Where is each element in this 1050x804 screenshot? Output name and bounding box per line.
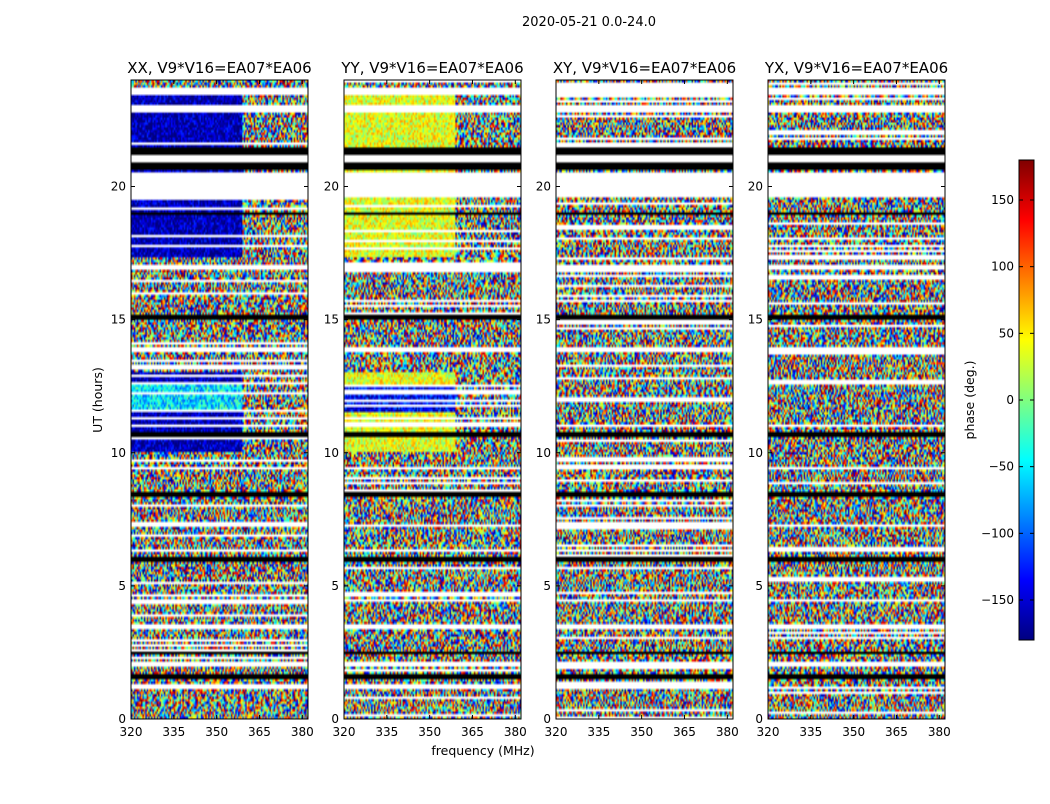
y-tick-label: 20 — [536, 180, 551, 194]
y-tick-label: 5 — [755, 579, 763, 593]
y-tick-label: 10 — [536, 446, 551, 460]
x-tick-label: 365 — [673, 725, 696, 739]
y-tick-label: 5 — [331, 579, 339, 593]
x-tick-label: 320 — [333, 725, 356, 739]
colorbar-tick-label: −50 — [989, 460, 1014, 474]
y-tick-label: 15 — [324, 313, 339, 327]
colorbar-tick-label: 100 — [991, 260, 1014, 274]
panel-yy: YY, V9*V16=EA07*EA06 320 335 350 365 380 0 5 10 1… — [324, 59, 527, 739]
y-tick-label: 5 — [118, 579, 126, 593]
y-tick-label: 0 — [755, 712, 763, 726]
panel-title-yy: YY, V9*V16=EA07*EA06 — [340, 59, 523, 77]
heatmap-xx — [131, 80, 308, 719]
x-tick-label: 380 — [504, 725, 527, 739]
x-tick-label: 365 — [461, 725, 484, 739]
y-tick-label: 15 — [748, 313, 763, 327]
y-tick-label: 0 — [331, 712, 339, 726]
y-tick-label: 15 — [536, 313, 551, 327]
y-axis-label: UT (hours) — [90, 367, 105, 433]
x-tick-label: 335 — [799, 725, 822, 739]
panels-group: XX, V9*V16=EA07*EA06 320 335 350 365 380 0 5 10 1… — [111, 59, 951, 739]
x-axis-label: frequency (MHz) — [431, 743, 534, 758]
panel-frame — [767, 79, 946, 720]
y-tick-label: 20 — [748, 180, 763, 194]
panel-title-xx: XX, V9*V16=EA07*EA06 — [127, 59, 311, 77]
x-tick-label: 350 — [842, 725, 865, 739]
y-tick-label: 5 — [543, 579, 551, 593]
panel-title-yx: YX, V9*V16=EA07*EA06 — [764, 59, 948, 77]
panel-title-xy: XY, V9*V16=EA07*EA06 — [553, 59, 736, 77]
colorbar-tick-label: −150 — [981, 593, 1014, 607]
heatmap-xy — [556, 80, 733, 719]
y-tick-label: 10 — [324, 446, 339, 460]
colorbar-tick-label: 150 — [991, 193, 1014, 207]
y-tick-label: 15 — [111, 313, 126, 327]
x-tick-label: 320 — [120, 725, 143, 739]
x-tick-label: 320 — [545, 725, 568, 739]
y-tick-label: 10 — [111, 446, 126, 460]
x-tick-label: 335 — [587, 725, 610, 739]
x-tick-label: 335 — [162, 725, 185, 739]
y-tick-label: 0 — [543, 712, 551, 726]
x-tick-label: 365 — [248, 725, 271, 739]
heatmap-yy — [344, 80, 521, 719]
panel-xx: XX, V9*V16=EA07*EA06 320 335 350 365 380 0 5 10 1… — [111, 59, 314, 739]
y-tick-label: 20 — [111, 180, 126, 194]
heatmap-yx — [768, 80, 945, 719]
colorbar-label: phase (deg.) — [962, 361, 977, 440]
colorbar-tick-label: 50 — [999, 326, 1014, 340]
y-tick-label: 0 — [118, 712, 126, 726]
x-tick-label: 335 — [375, 725, 398, 739]
x-tick-label: 365 — [885, 725, 908, 739]
panel-frame — [130, 79, 309, 720]
x-tick-label: 350 — [418, 725, 441, 739]
x-tick-label: 380 — [716, 725, 739, 739]
x-tick-label: 350 — [205, 725, 228, 739]
panel-frame — [555, 79, 734, 720]
y-tick-label: 10 — [748, 446, 763, 460]
colorbar-tick-label: 0 — [1006, 393, 1014, 407]
colorbar: 150 100 50 0 −50 −100 −150 — [981, 159, 1035, 641]
x-tick-label: 350 — [630, 725, 653, 739]
figure-suptitle: 2020-05-21 0.0-24.0 — [522, 15, 656, 30]
colorbar-tick-label: −100 — [981, 526, 1014, 540]
y-tick-label: 20 — [324, 180, 339, 194]
x-tick-label: 380 — [928, 725, 951, 739]
panel-xy: XY, V9*V16=EA07*EA06 320 335 350 365 380 0 5 10 1… — [536, 59, 739, 739]
panel-frame — [343, 79, 522, 720]
x-tick-label: 380 — [291, 725, 314, 739]
x-tick-label: 320 — [757, 725, 780, 739]
panel-yx: YX, V9*V16=EA07*EA06 320 335 350 365 380 0 5 10 1… — [748, 59, 951, 739]
